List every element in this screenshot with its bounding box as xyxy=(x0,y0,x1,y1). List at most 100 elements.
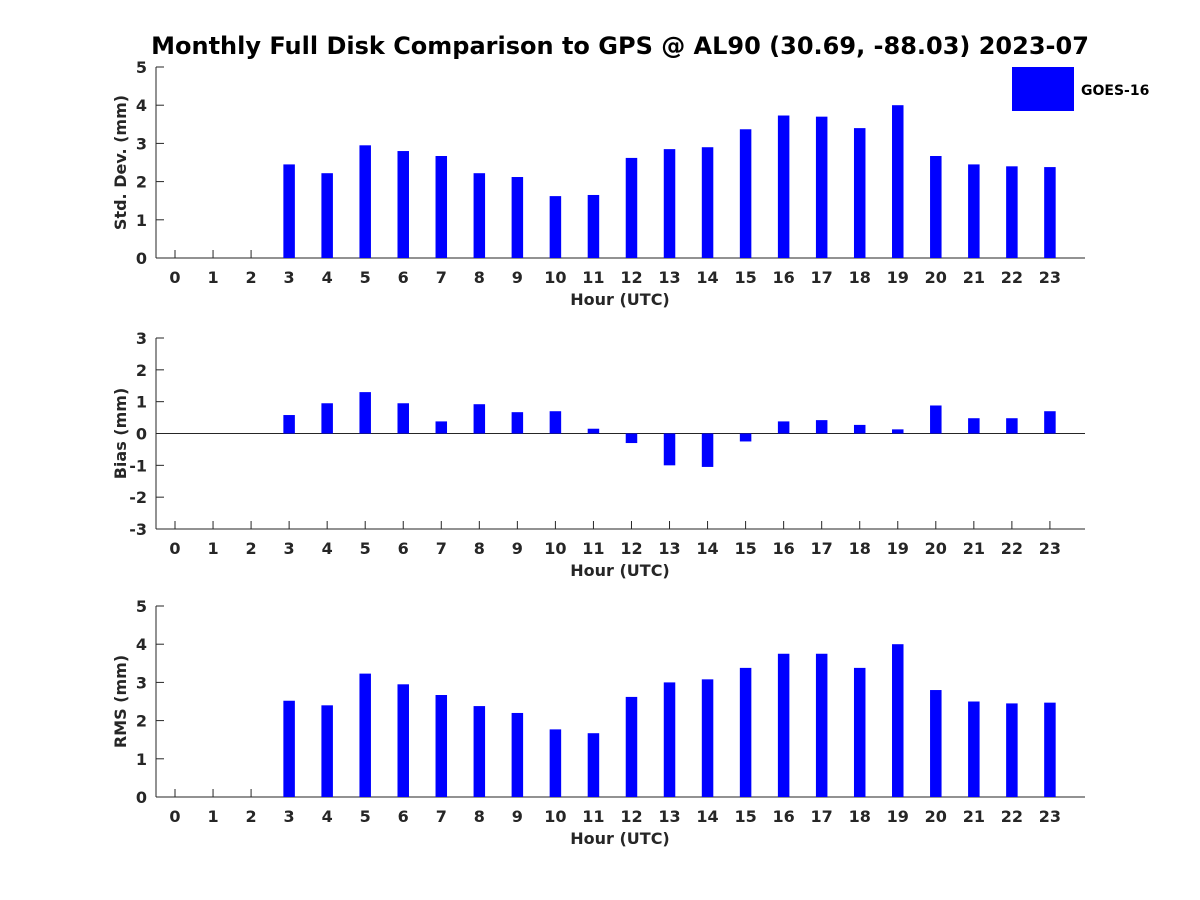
x-tick-label: 19 xyxy=(887,539,909,558)
bar-hour-15 xyxy=(739,129,752,258)
bar-hour-17 xyxy=(815,116,828,258)
x-tick-label: 8 xyxy=(474,807,485,826)
x-tick-label: 19 xyxy=(887,268,909,287)
x-tick-label: 11 xyxy=(582,807,604,826)
x-tick-label: 14 xyxy=(696,807,718,826)
x-tick-label: 4 xyxy=(322,807,333,826)
bar-hour-22 xyxy=(1006,418,1018,434)
x-tick-label: 9 xyxy=(512,807,523,826)
y-tick-label: 5 xyxy=(136,597,147,616)
bar-hour-23 xyxy=(1044,702,1056,797)
bar-hour-7 xyxy=(435,695,448,797)
x-tick-label: 22 xyxy=(1001,539,1023,558)
x-tick-label: 22 xyxy=(1001,268,1023,287)
x-tick-label: 18 xyxy=(849,807,871,826)
bar-hour-7 xyxy=(435,421,448,434)
x-tick-label: 23 xyxy=(1039,539,1061,558)
bar-hour-23 xyxy=(1044,411,1056,434)
y-tick-label: 3 xyxy=(136,329,147,348)
x-tick-label: 13 xyxy=(658,807,680,826)
x-tick-label: 22 xyxy=(1001,807,1023,826)
x-tick-label: 14 xyxy=(696,268,718,287)
x-tick-label: 12 xyxy=(620,539,642,558)
bar-hour-9 xyxy=(511,177,524,258)
bar-hour-7 xyxy=(435,156,448,258)
bar-hour-5 xyxy=(359,673,371,797)
bar-hour-3 xyxy=(283,415,295,434)
bar-hour-15 xyxy=(739,667,752,797)
x-tick-label: 14 xyxy=(696,539,718,558)
legend-label: GOES-16 xyxy=(1081,83,1149,99)
x-tick-label: 21 xyxy=(963,268,985,287)
bar-hour-19 xyxy=(892,105,904,258)
bar-hour-16 xyxy=(777,115,790,258)
x-tick-label: 7 xyxy=(436,807,447,826)
x-tick-label: 0 xyxy=(169,807,180,826)
bar-hour-6 xyxy=(397,403,409,434)
x-tick-label: 0 xyxy=(169,539,180,558)
bar-hour-10 xyxy=(549,411,562,434)
bar-hour-11 xyxy=(587,428,600,434)
x-tick-label: 13 xyxy=(658,268,680,287)
y-axis-label: Std. Dev. (mm) xyxy=(111,95,130,230)
bar-hour-6 xyxy=(397,151,409,258)
bar-hour-12 xyxy=(625,696,638,797)
y-axis-label: RMS (mm) xyxy=(111,655,130,748)
y-tick-label: -1 xyxy=(129,456,147,475)
x-tick-label: 7 xyxy=(436,539,447,558)
y-tick-label: 3 xyxy=(136,673,147,692)
x-tick-label: 11 xyxy=(582,268,604,287)
y-tick-label: 0 xyxy=(136,788,147,807)
y-tick-label: 2 xyxy=(136,712,147,731)
x-tick-label: 23 xyxy=(1039,268,1061,287)
x-tick-label: 3 xyxy=(284,268,295,287)
x-tick-label: 1 xyxy=(207,539,218,558)
x-tick-label: 8 xyxy=(474,268,485,287)
legend: GOES-16 xyxy=(1012,67,1149,111)
x-tick-label: 5 xyxy=(360,268,371,287)
bar-hour-3 xyxy=(283,700,295,797)
y-tick-label: 1 xyxy=(136,211,147,230)
x-tick-label: 16 xyxy=(773,539,795,558)
x-tick-label: 19 xyxy=(887,807,909,826)
bar-hour-5 xyxy=(359,145,371,258)
bar-hour-5 xyxy=(359,392,371,434)
x-tick-label: 4 xyxy=(322,268,333,287)
bar-hour-13 xyxy=(663,433,676,466)
x-tick-label: 6 xyxy=(398,539,409,558)
x-tick-label: 8 xyxy=(474,539,485,558)
bar-hour-21 xyxy=(968,164,980,258)
y-tick-label: 0 xyxy=(136,249,147,268)
bar-hour-22 xyxy=(1006,703,1018,797)
x-tick-label: 13 xyxy=(658,539,680,558)
bar-hour-8 xyxy=(473,706,486,797)
x-tick-label: 17 xyxy=(811,539,833,558)
y-tick-label: 4 xyxy=(136,635,147,654)
bar-hour-22 xyxy=(1006,166,1018,258)
bar-hour-12 xyxy=(625,433,638,444)
legend-swatch xyxy=(1012,67,1074,111)
x-tick-label: 21 xyxy=(963,807,985,826)
x-tick-label: 16 xyxy=(773,807,795,826)
x-tick-label: 3 xyxy=(284,807,295,826)
bar-hour-4 xyxy=(321,403,333,434)
x-tick-label: 17 xyxy=(811,807,833,826)
bar-hour-10 xyxy=(549,196,562,258)
x-tick-label: 18 xyxy=(849,268,871,287)
y-tick-label: 3 xyxy=(136,134,147,153)
x-tick-label: 21 xyxy=(963,539,985,558)
x-tick-label: 15 xyxy=(734,268,756,287)
x-tick-label: 2 xyxy=(246,539,257,558)
x-tick-label: 17 xyxy=(811,268,833,287)
bar-hour-17 xyxy=(815,420,828,434)
bar-hour-11 xyxy=(587,194,600,258)
y-tick-label: 0 xyxy=(136,425,147,444)
bar-hour-14 xyxy=(701,147,714,258)
x-tick-label: 12 xyxy=(620,268,642,287)
x-tick-label: 12 xyxy=(620,807,642,826)
bar-hour-18 xyxy=(853,128,866,258)
x-tick-label: 2 xyxy=(246,268,257,287)
